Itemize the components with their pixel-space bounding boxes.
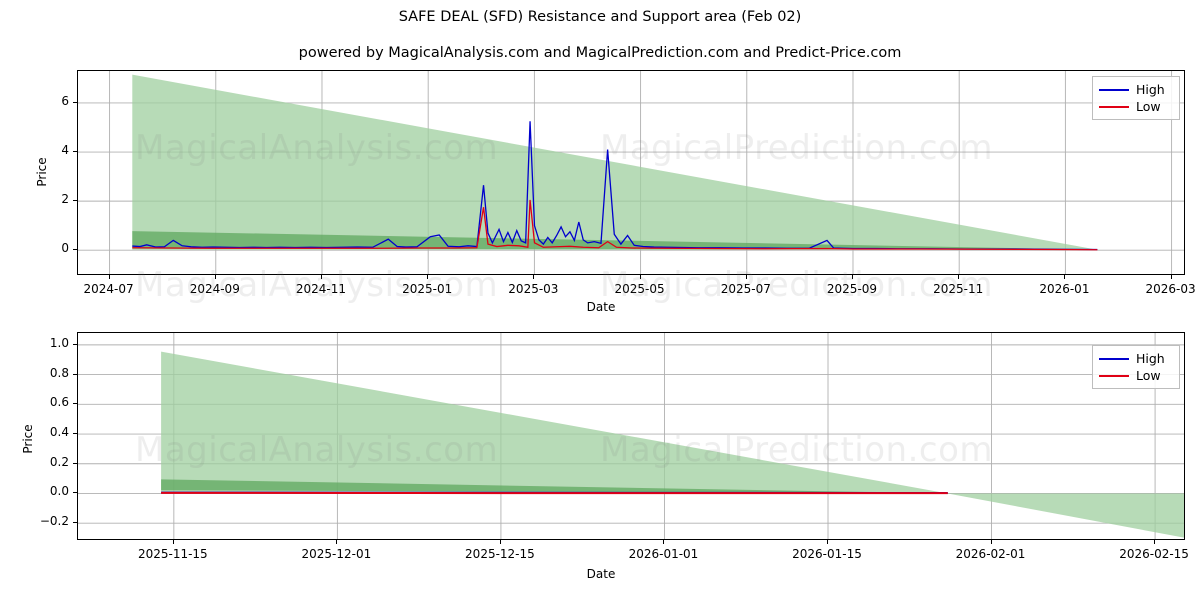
- y-tick-label: −0.2: [39, 514, 69, 529]
- x-tick-mark: [663, 540, 665, 544]
- x-tick-mark: [108, 275, 110, 279]
- legend-item-low: Low: [1099, 367, 1173, 384]
- x-tick-label: 2025-03: [508, 282, 559, 296]
- x-tick-mark: [533, 275, 535, 279]
- y-tick-label: 0: [61, 241, 69, 256]
- x-tick-label: 2026-03: [1145, 282, 1196, 296]
- y-tick-mark: [73, 151, 77, 153]
- legend-swatch-low: [1099, 374, 1129, 377]
- x-tick-label: 2025-07: [720, 282, 771, 296]
- band-resistance-support-outer: [132, 74, 1184, 265]
- x-tick-label: 2025-11-15: [137, 547, 208, 561]
- series-line-low: [132, 199, 1098, 251]
- y-tick-mark: [73, 433, 77, 435]
- x-tick-mark: [851, 275, 853, 279]
- series-line-high: [132, 121, 1098, 251]
- y-tick-label: 1.0: [49, 335, 69, 350]
- y-tick-label: 4: [61, 143, 69, 158]
- lower-legend[interactable]: High Low: [1092, 345, 1180, 389]
- legend-label-low: Low: [1136, 368, 1161, 383]
- legend-item-high: High: [1099, 81, 1173, 98]
- y-tick-label: 2: [61, 192, 69, 207]
- x-tick-label: 2024-09: [189, 282, 240, 296]
- page-title: SAFE DEAL (SFD) Resistance and Support a…: [398, 9, 802, 25]
- y-tick-label: 0.8: [49, 365, 69, 380]
- legend-swatch-high: [1099, 357, 1129, 360]
- x-tick-label: 2025-09: [826, 282, 878, 296]
- x-tick-mark: [214, 275, 216, 279]
- upper-plot-svg: [78, 71, 1184, 274]
- x-tick-label: 2026-02-01: [955, 547, 1026, 561]
- x-tick-mark: [1064, 275, 1066, 279]
- y-tick-mark: [73, 101, 77, 103]
- x-tick-mark: [427, 275, 429, 279]
- y-tick-label: 0.4: [49, 425, 69, 440]
- y-tick-label: 6: [61, 93, 69, 108]
- legend-swatch-high: [1099, 88, 1129, 91]
- x-tick-label: 2025-11: [933, 282, 984, 296]
- y-tick-mark: [73, 403, 77, 405]
- x-tick-label: 2026-01: [1039, 282, 1090, 296]
- y-tick-mark: [73, 462, 77, 464]
- x-tick-label: 2024-11: [295, 282, 347, 296]
- x-tick-mark: [990, 540, 992, 544]
- y-tick-mark: [73, 343, 77, 345]
- x-tick-label: 2026-01-15: [792, 547, 862, 561]
- x-tick-label: 2026-02-15: [1119, 547, 1189, 561]
- y-tick-mark: [73, 492, 77, 494]
- x-tick-label: 2025-01: [402, 282, 453, 296]
- page-subtitle: powered by MagicalAnalysis.com and Magic…: [298, 45, 902, 61]
- legend-label-low: Low: [1136, 99, 1161, 114]
- x-tick-mark: [172, 540, 174, 544]
- x-tick-label: 2024-07: [83, 282, 134, 296]
- band-resistance-support-inner: [132, 231, 1098, 250]
- x-tick-label: 2025-12-15: [465, 547, 535, 561]
- x-tick-mark: [320, 275, 322, 279]
- x-tick-mark: [499, 540, 501, 544]
- y-tick-mark: [73, 200, 77, 202]
- legend-item-high: High: [1099, 350, 1173, 367]
- x-tick-mark: [745, 275, 747, 279]
- y-tick-mark: [73, 249, 77, 251]
- x-tick-mark: [827, 540, 828, 544]
- x-tick-label: 2026-01-01: [628, 547, 699, 561]
- upper-plot-area: [77, 70, 1185, 275]
- x-tick-mark: [639, 275, 641, 279]
- lower-plot-svg: [78, 333, 1184, 539]
- y-tick-mark: [73, 373, 77, 375]
- lower-x-axis-label: Date: [586, 567, 616, 581]
- legend-swatch-low: [1099, 105, 1129, 108]
- y-tick-label: 0.2: [49, 454, 69, 469]
- x-tick-label: 2025-05: [614, 282, 665, 296]
- legend-label-high: High: [1136, 82, 1165, 97]
- x-tick-mark: [1154, 540, 1156, 544]
- y-tick-label: 0.0: [49, 484, 69, 499]
- legend-label-high: High: [1136, 351, 1165, 366]
- upper-legend[interactable]: High Low: [1092, 76, 1180, 120]
- y-tick-mark: [73, 522, 77, 524]
- legend-item-low: Low: [1099, 98, 1173, 115]
- band-resistance-support-outer: [161, 351, 1184, 538]
- x-tick-mark: [336, 540, 338, 544]
- x-tick-mark: [1170, 275, 1172, 279]
- lower-plot-area: [77, 332, 1185, 540]
- x-tick-label: 2025-12-01: [301, 547, 372, 561]
- upper-x-axis-label: Date: [586, 300, 616, 314]
- x-tick-mark: [958, 275, 960, 279]
- y-tick-label: 0.6: [49, 395, 69, 410]
